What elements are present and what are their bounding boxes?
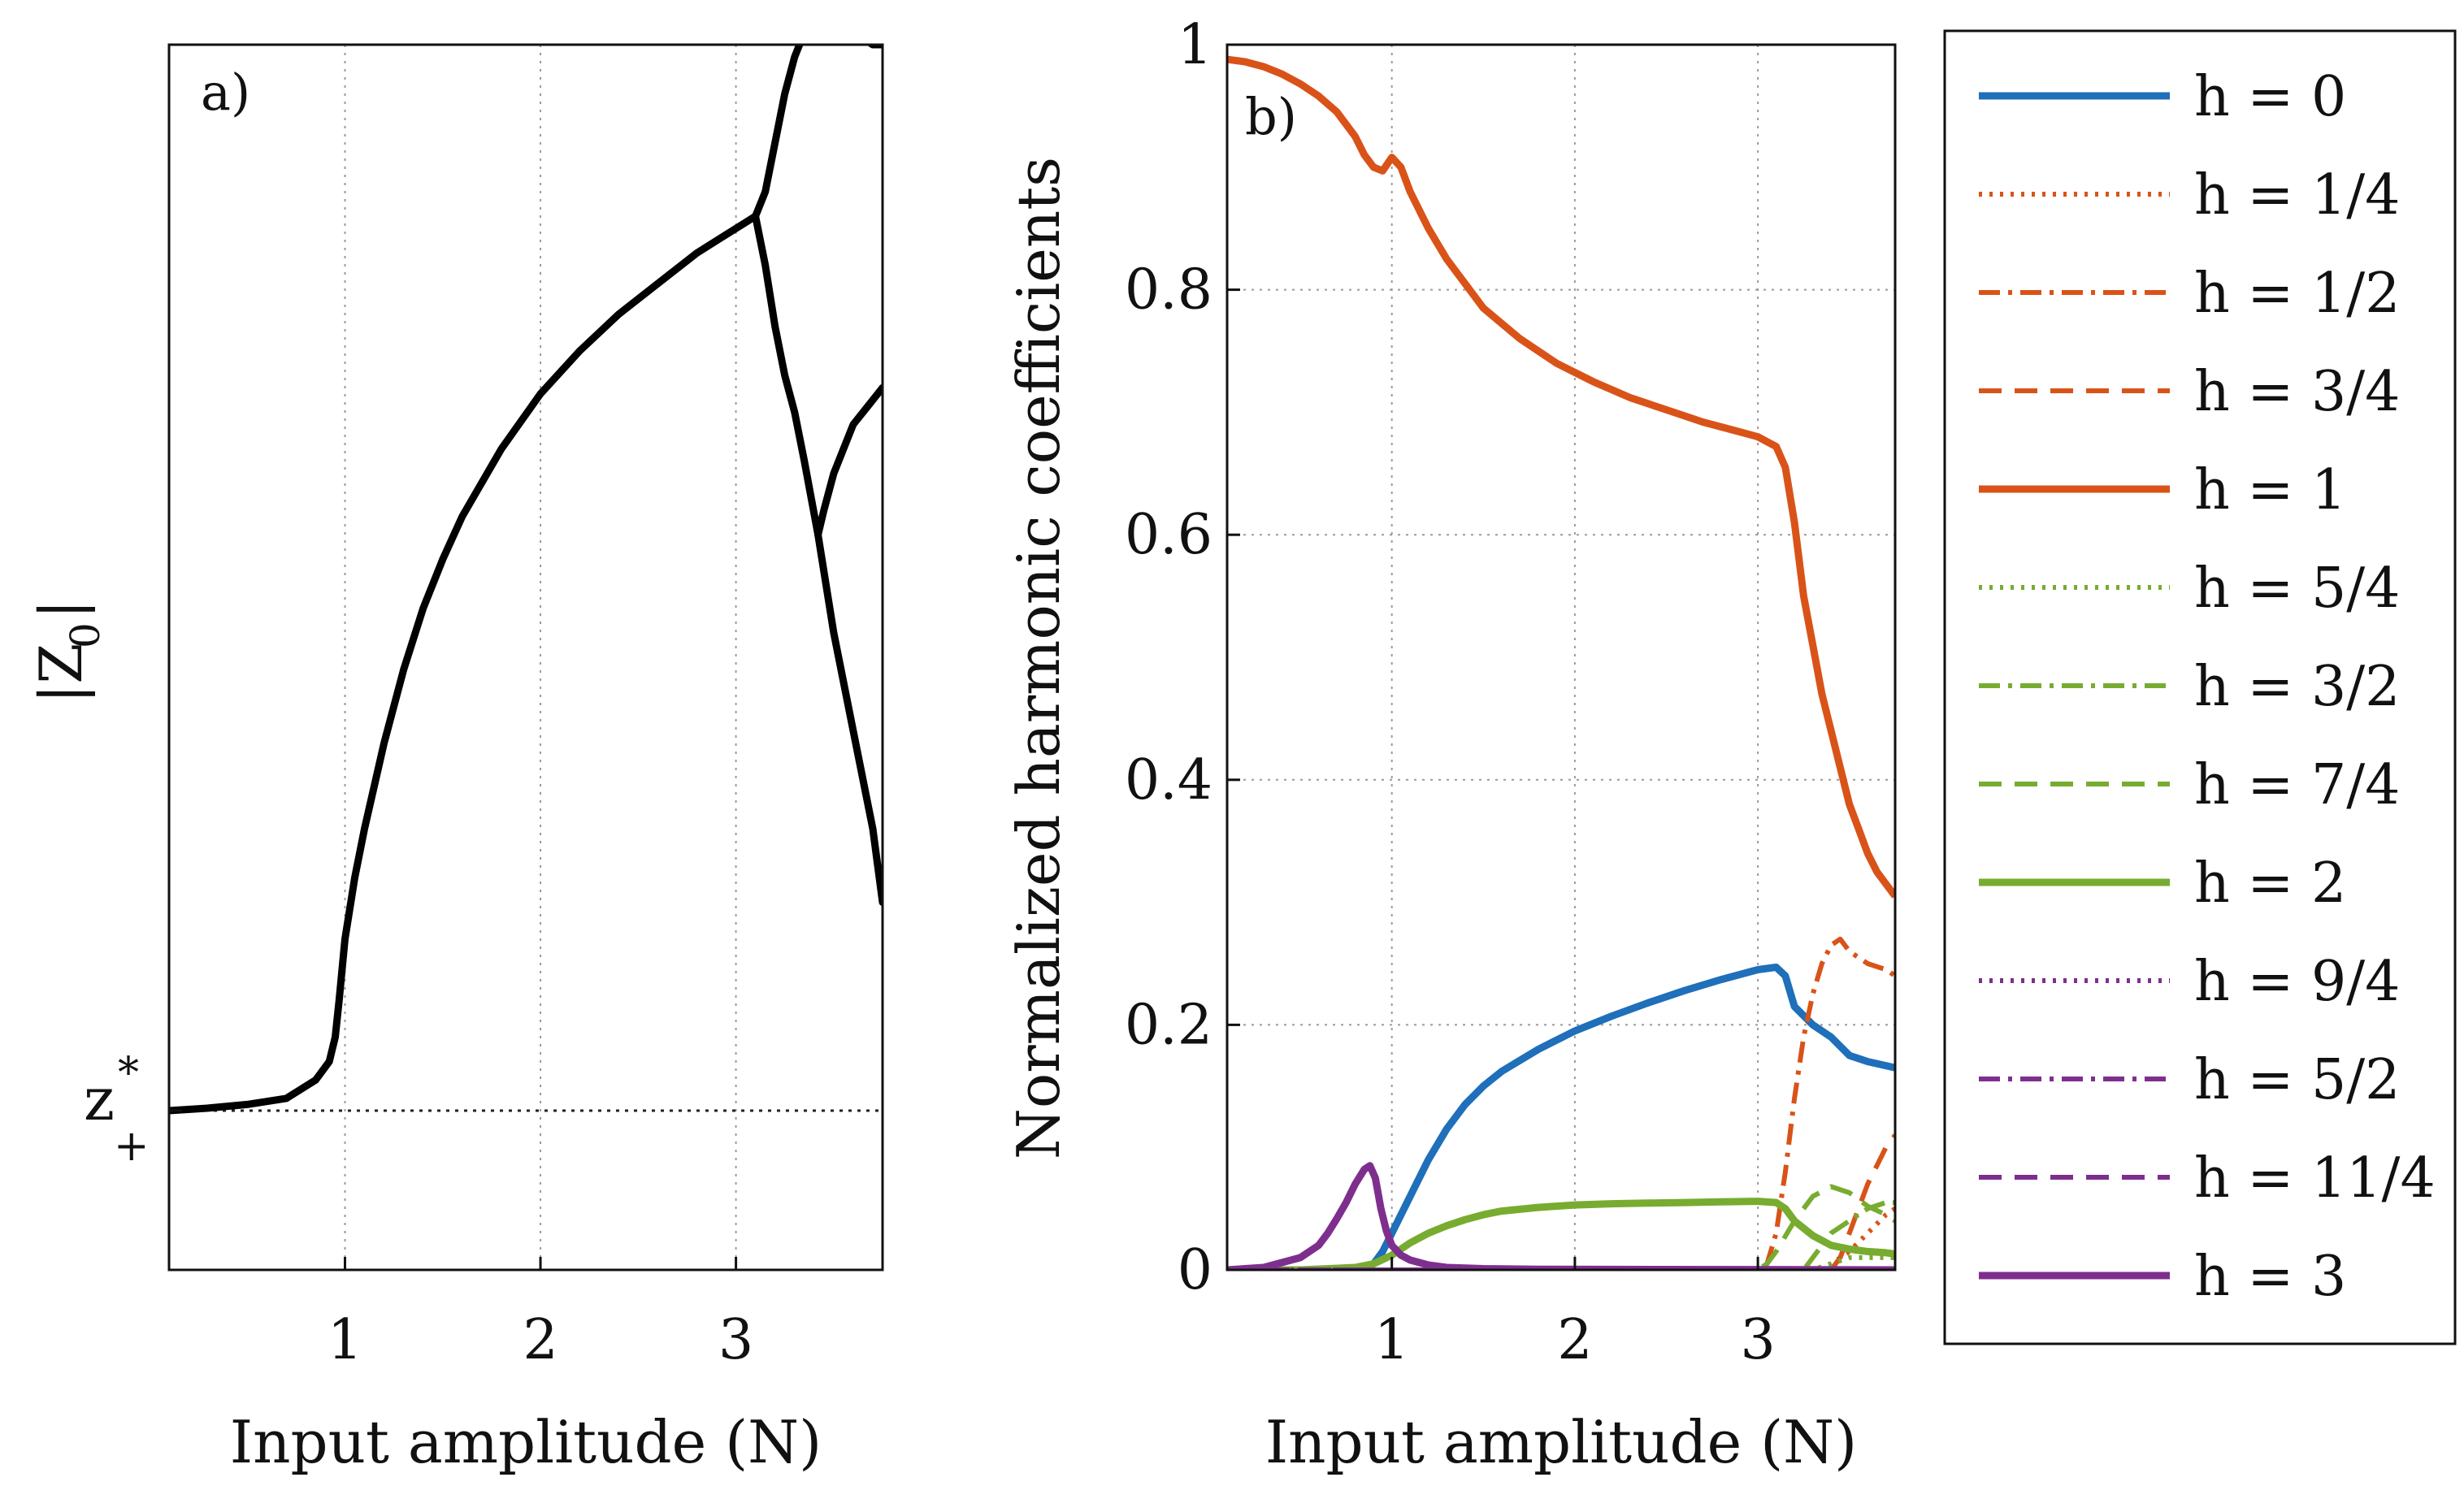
panel-a-curves [169, 45, 883, 1115]
legend-label: h = 1/4 [2194, 163, 2400, 227]
series-line [1227, 1162, 1895, 1270]
legend-entry: h = 3/2 [1979, 655, 2400, 719]
legend-label: h = 2 [2194, 851, 2346, 916]
series-line [1227, 1254, 1895, 1270]
panel-a-ylabel-subscript: 0 [62, 622, 109, 648]
ref-label-main: z [84, 1065, 115, 1133]
legend-entry: h = 3 [1979, 1245, 2346, 1309]
panel-b-ytick-label: 0.4 [1125, 748, 1212, 812]
legend-entry: h = 1/2 [1979, 262, 2400, 326]
panel-a-grid [344, 45, 737, 1270]
series-line [1227, 1207, 1895, 1270]
legend-entry: h = 1/4 [1979, 163, 2400, 227]
legend-label: h = 5/4 [2194, 557, 2400, 621]
ref-label-sup: * [118, 1049, 139, 1098]
panel-a-upper-split-branch [865, 45, 883, 49]
legend-entry: h = 5/2 [1979, 1048, 2400, 1112]
panel-a-upper-branch [752, 45, 804, 220]
legend-entry: h = 7/4 [1979, 753, 2400, 817]
panel-a-ylabel: |Z 0 | [27, 600, 109, 704]
legend-entry: h = 3/4 [1979, 360, 2400, 424]
panel-a-axes-box [167, 43, 884, 1272]
series-line [1227, 1133, 1895, 1270]
legend-label: h = 0 [2194, 65, 2346, 129]
series-line [1227, 1200, 1895, 1270]
legend-label: h = 3 [2194, 1245, 2346, 1309]
legend-label: h = 3/4 [2194, 360, 2400, 424]
panel-b-ticks: 1 2 3 0 0.2 0.4 0.6 0.8 1 [1125, 13, 1776, 1372]
series-line [1227, 1184, 1895, 1270]
panel-a-ticks: 1 2 3 [169, 1109, 753, 1372]
series-line [1227, 936, 1895, 1270]
panel-a-ylabel-main: |Z [27, 643, 95, 704]
legend: h = 0 h = 1/4 h = 1/2 h = 3/4 h = 1 h = 5/4 h … [1943, 29, 2457, 1345]
legend-label: h = 1/2 [2194, 262, 2400, 326]
legend-entries: h = 0 h = 1/4 h = 1/2 h = 3/4 h = 1 h = 5/4 h … [1979, 65, 2436, 1309]
panel-a-xtick-label: 2 [523, 1308, 557, 1372]
legend-entry: h = 1 [1979, 458, 2346, 522]
legend-label: h = 1 [2194, 458, 2346, 522]
panel-b-curves [1227, 55, 1895, 1270]
panel-a-ref-label: z * + [84, 1049, 150, 1171]
panel-a-xlabel: Input amplitude (N) [230, 1408, 822, 1476]
panel-b-xlabel: Input amplitude (N) [1265, 1408, 1858, 1476]
panel-b-axes-box [1225, 43, 1897, 1272]
panel-b-ytick-label: 0 [1178, 1238, 1212, 1302]
legend-label: h = 11/4 [2194, 1146, 2436, 1211]
legend-entry: h = 9/4 [1979, 950, 2400, 1014]
legend-entry: h = 0 [1979, 65, 2346, 129]
panel-a-xtick-label: 3 [718, 1308, 753, 1372]
panel-b-ytick-label: 1 [1178, 13, 1212, 77]
legend-entry: h = 5/4 [1979, 557, 2400, 621]
legend-entry: h = 11/4 [1979, 1146, 2436, 1211]
panel-b-ytick-label: 0.2 [1125, 993, 1212, 1057]
ref-label-sub: + [114, 1122, 150, 1171]
panel-b-ylabel: Normalized harmonic coefficients [1004, 157, 1073, 1159]
panel-a-lower-split-branch [814, 383, 883, 539]
panel-a-ylabel-close: | [27, 600, 95, 619]
series-line [1227, 55, 1895, 899]
panel-b-xtick-label: 3 [1740, 1308, 1775, 1372]
panel-b-label: b) [1245, 87, 1297, 146]
panel-b-xtick-label: 2 [1557, 1308, 1592, 1372]
legend-label: h = 9/4 [2194, 950, 2400, 1014]
panel-b-grid [1227, 45, 1895, 1270]
panel-b: 1 2 3 0 0.2 0.4 0.6 0.8 1 b) Input amplitude (N)… [1004, 13, 1897, 1476]
panel-b-ytick-label: 0.6 [1125, 503, 1212, 567]
panel-a: 1 2 3 a) Input amplitude (N) |Z 0 | z * + [27, 43, 884, 1476]
panel-a-main-branch [169, 212, 760, 1115]
panel-a-xtick-label: 1 [328, 1308, 362, 1372]
panel-a-lower-branch [752, 212, 883, 907]
panel-a-label: a) [201, 63, 250, 122]
panel-b-xtick-label: 1 [1374, 1308, 1409, 1372]
legend-entry: h = 2 [1979, 851, 2346, 916]
legend-label: h = 7/4 [2194, 753, 2400, 817]
legend-label: h = 3/2 [2194, 655, 2400, 719]
panel-b-ytick-label: 0.8 [1125, 258, 1212, 323]
legend-label: h = 5/2 [2194, 1048, 2400, 1112]
